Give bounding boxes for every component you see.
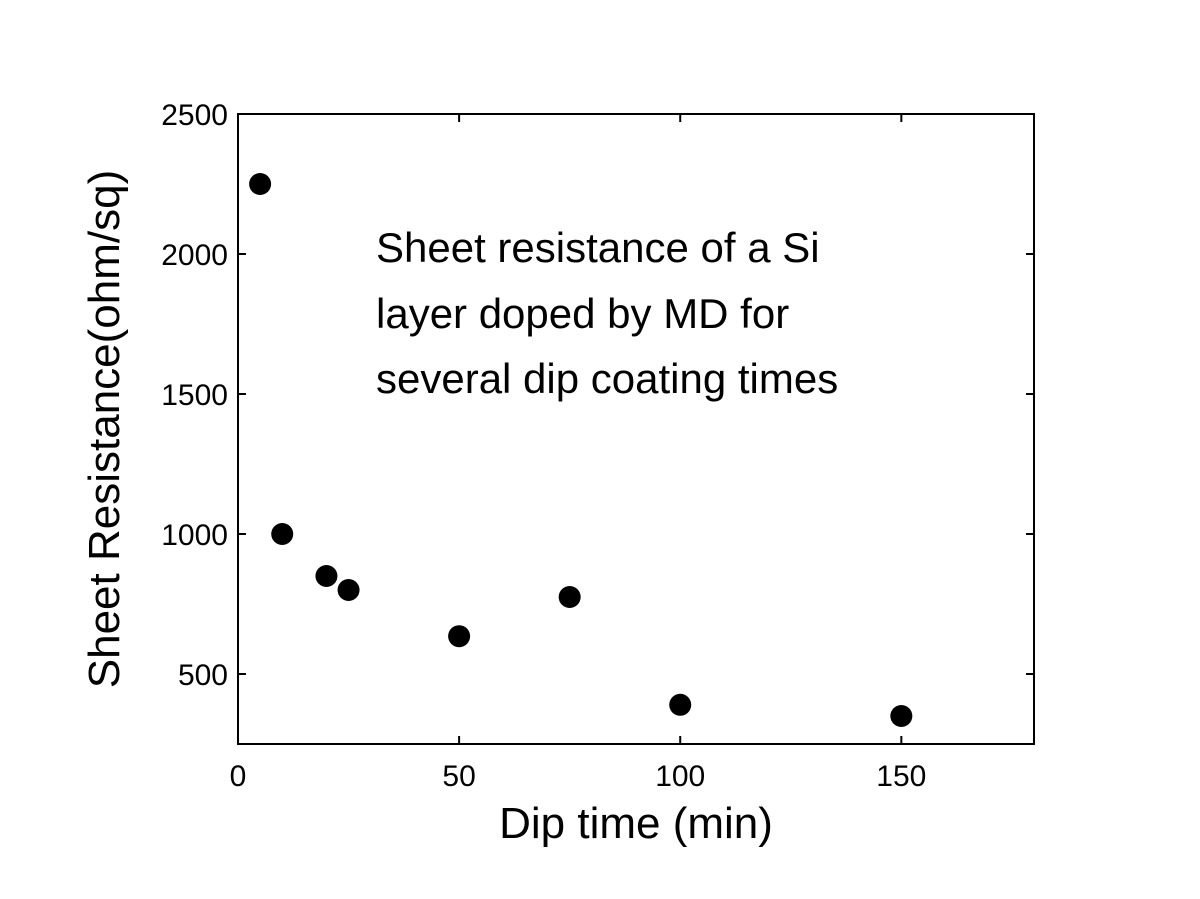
y-tick-label-4: 2500 bbox=[161, 99, 228, 132]
y-tick-label-2: 1500 bbox=[161, 379, 228, 412]
data-point-4 bbox=[448, 625, 471, 648]
x-tick-label-2: 100 bbox=[655, 760, 705, 793]
data-point-5 bbox=[558, 586, 581, 608]
x-axis-title: Dip time (min) bbox=[499, 799, 773, 848]
data-point-2 bbox=[315, 565, 338, 587]
annotation-line-2: layer doped by MD for bbox=[376, 290, 789, 337]
y-tick-label-1: 1000 bbox=[161, 519, 228, 552]
annotation-line-3: several dip coating times bbox=[376, 355, 838, 402]
x-tick-label-1: 50 bbox=[442, 760, 475, 793]
axis-ticks bbox=[237, 113, 1034, 744]
x-tick-label-3: 150 bbox=[876, 760, 926, 793]
y-tick-label-0: 500 bbox=[178, 659, 228, 692]
data-point-1 bbox=[271, 523, 294, 545]
data-point-3 bbox=[337, 579, 360, 601]
tick-labels: 0 50 100 150 500 1000 1500 2000 2500 bbox=[161, 99, 926, 793]
data-point-0 bbox=[249, 173, 272, 195]
data-point-6 bbox=[669, 693, 692, 716]
y-tick-label-3: 2000 bbox=[161, 239, 228, 272]
y-axis-title: Sheet Resistance(ohm/sq) bbox=[80, 170, 129, 688]
data-points bbox=[249, 173, 913, 727]
data-point-7 bbox=[890, 705, 913, 727]
plot-frame bbox=[237, 113, 1035, 745]
annotation-line-1: Sheet resistance of a Si bbox=[376, 224, 820, 271]
x-tick-label-0: 0 bbox=[230, 760, 247, 793]
